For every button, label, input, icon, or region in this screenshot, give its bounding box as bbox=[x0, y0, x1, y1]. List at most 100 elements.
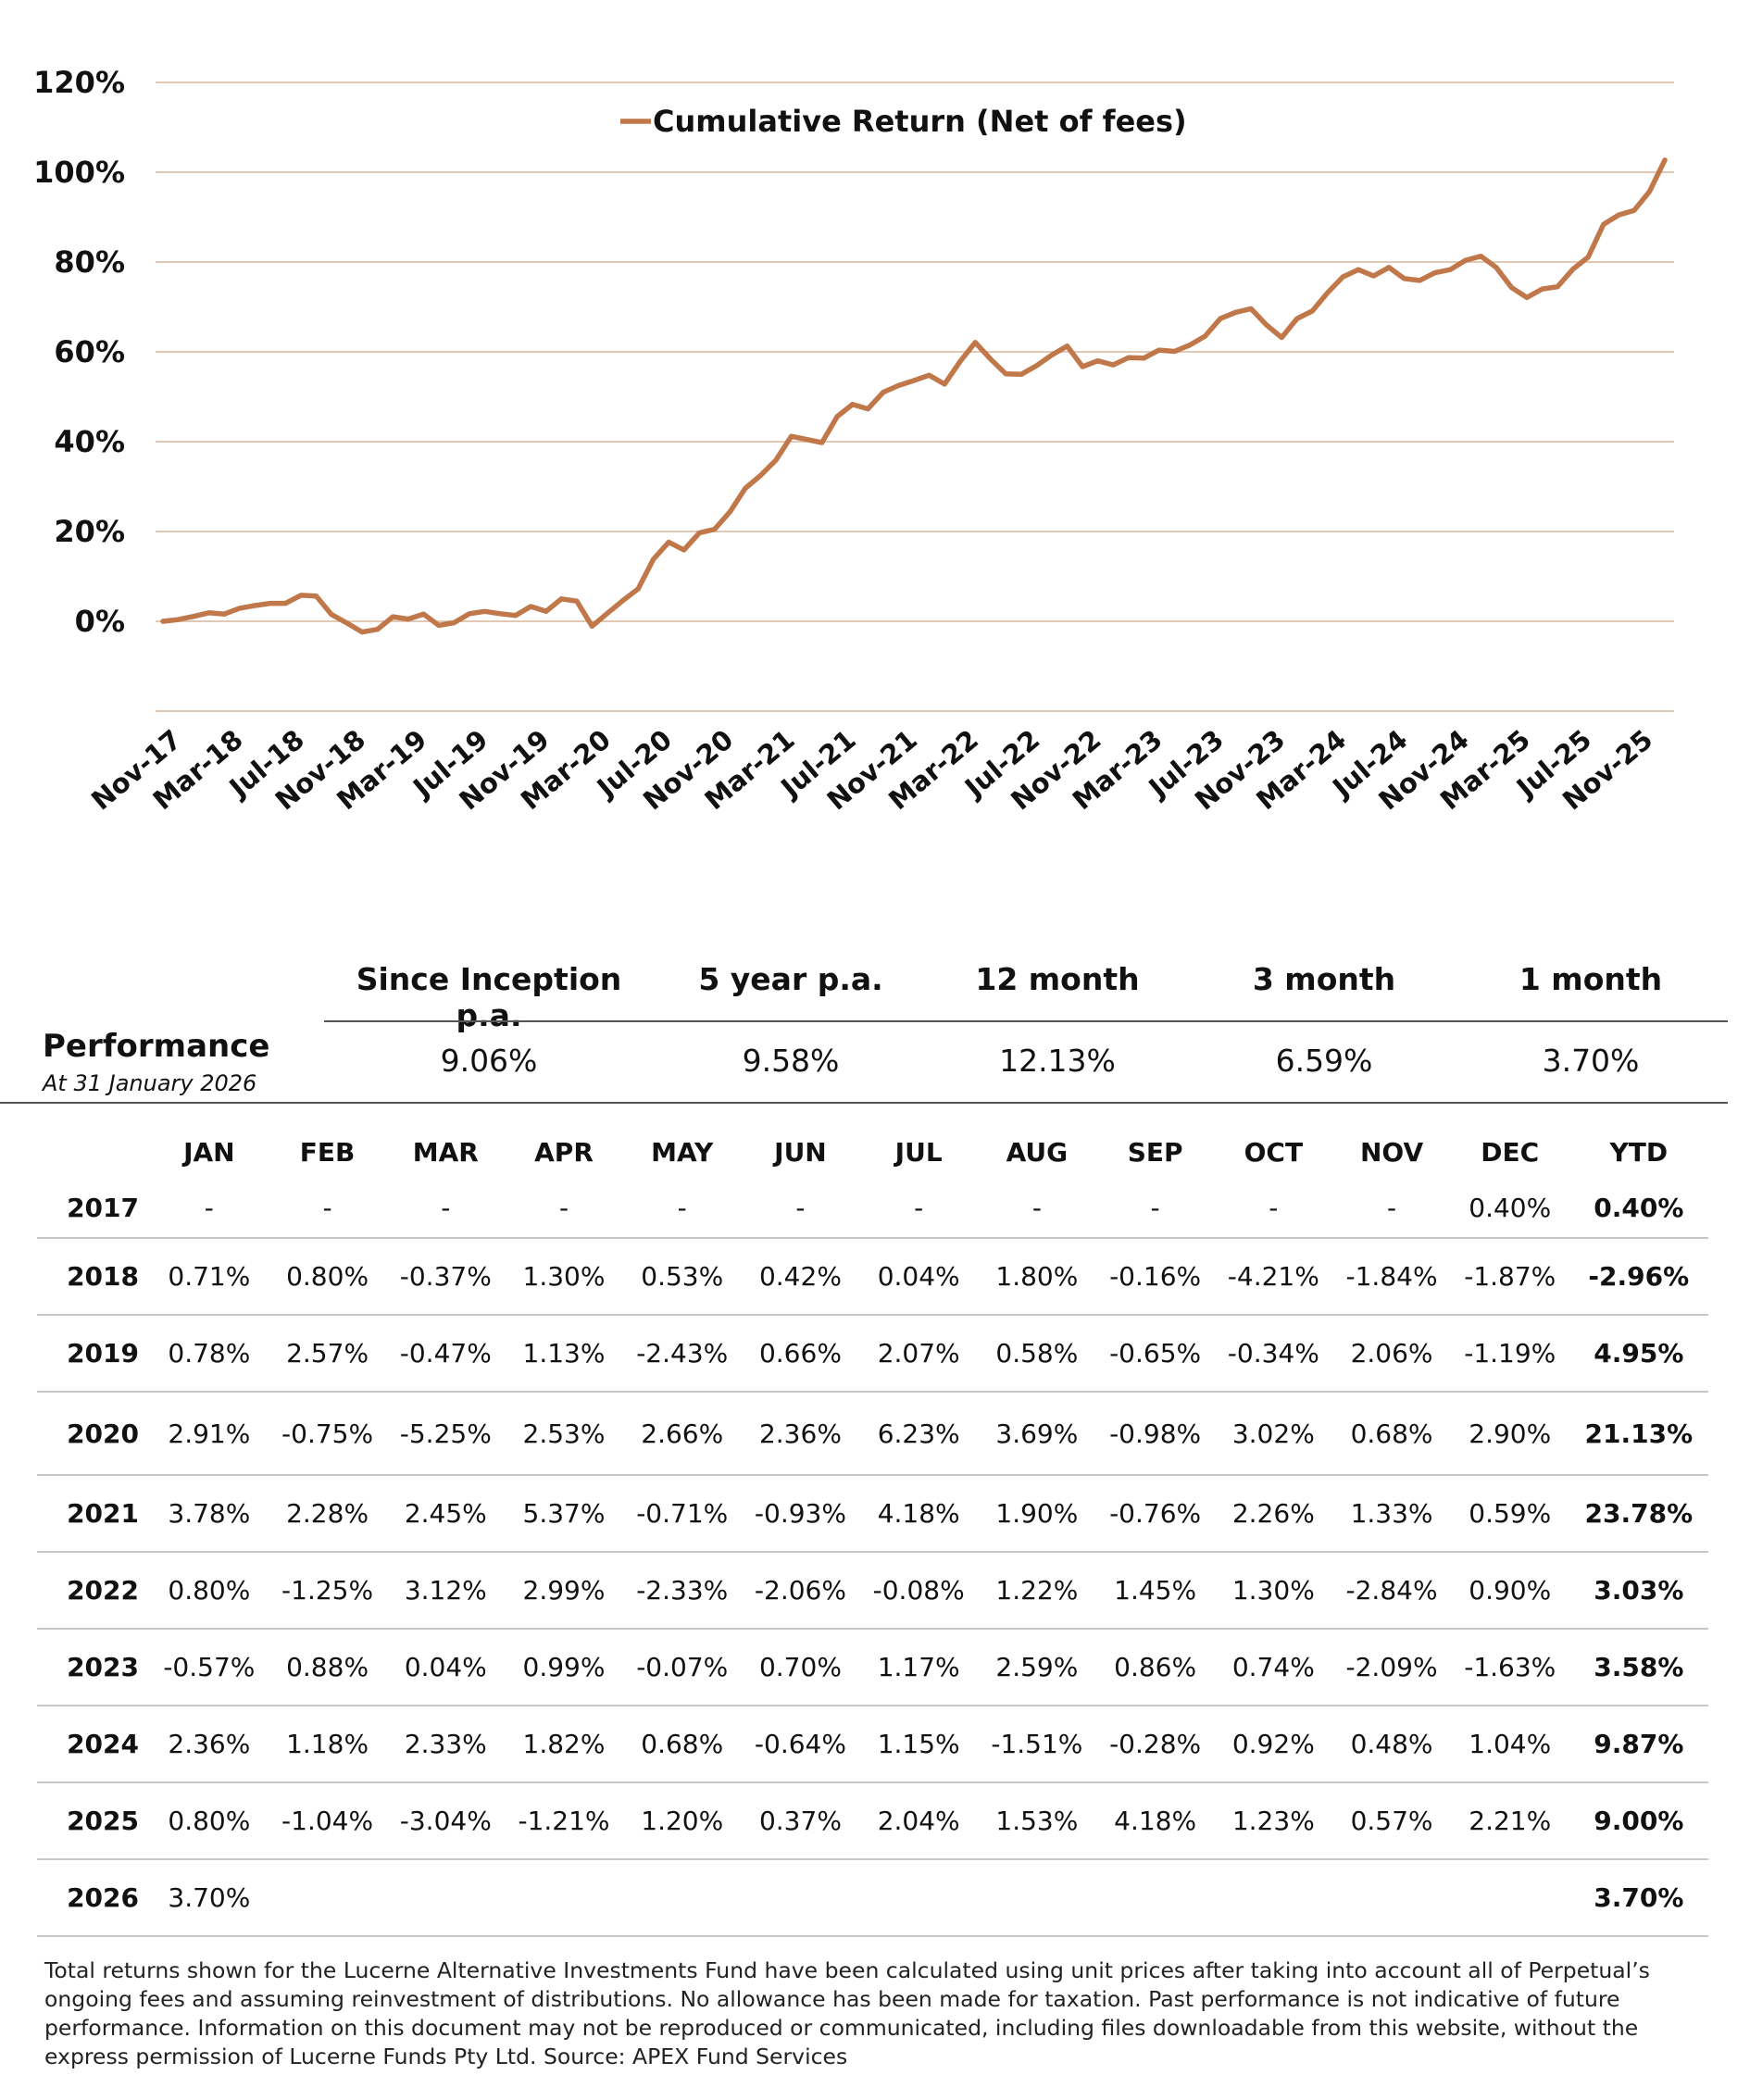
month-return-cell: -2.06% bbox=[741, 1552, 860, 1630]
month-return-cell: - bbox=[978, 1179, 1096, 1239]
year-cell: 2021 bbox=[37, 1475, 150, 1553]
month-return-cell: -1.87% bbox=[1450, 1238, 1569, 1316]
y-tick-label: 80% bbox=[54, 244, 125, 280]
month-return-cell: 1.33% bbox=[1332, 1475, 1451, 1553]
month-return-cell: 0.68% bbox=[1332, 1392, 1451, 1476]
month-return-cell: 0.37% bbox=[741, 1782, 860, 1860]
month-return-cell: -1.25% bbox=[268, 1552, 387, 1630]
month-return-cell: - bbox=[505, 1179, 623, 1239]
month-return-cell: -0.08% bbox=[859, 1552, 979, 1630]
performance-summary: Since Inception p.a. 5 year p.a. 12 mont… bbox=[0, 944, 1750, 1111]
month-header-sep: SEP bbox=[1127, 1136, 1183, 1168]
table-row: 2024 2.36% 1.18% 2.33% 1.82% 0.68% -0.64% 1.15%… bbox=[37, 1706, 1708, 1783]
month-return-cell: 4.18% bbox=[1095, 1782, 1215, 1860]
month-return-cell: 0.04% bbox=[859, 1238, 979, 1316]
month-return-cell bbox=[1332, 1859, 1451, 1937]
month-return-cell: -0.75% bbox=[268, 1392, 387, 1476]
table-row: 2025 0.80% -1.04% -3.04% -1.21% 1.20% 0.37% 2.0… bbox=[37, 1782, 1708, 1860]
month-return-cell: - bbox=[859, 1179, 979, 1239]
ytd-cell: 3.70% bbox=[1569, 1859, 1708, 1937]
month-return-cell: 2.53% bbox=[505, 1392, 623, 1476]
month-return-cell: 0.74% bbox=[1214, 1629, 1333, 1706]
performance-title: Performance bbox=[43, 1028, 270, 1065]
year-cell: 2020 bbox=[37, 1392, 150, 1476]
month-header-aug: AUG bbox=[1006, 1136, 1069, 1168]
month-return-cell: 3.78% bbox=[150, 1475, 269, 1553]
summary-header-5yr: 5 year p.a. bbox=[698, 961, 883, 997]
month-return-cell: 0.88% bbox=[268, 1629, 387, 1706]
month-return-cell: -1.19% bbox=[1450, 1315, 1569, 1393]
month-return-cell: 0.40% bbox=[1450, 1179, 1569, 1239]
month-return-cell: -4.21% bbox=[1214, 1238, 1333, 1316]
month-return-cell: - bbox=[622, 1179, 742, 1239]
month-return-cell: -0.07% bbox=[622, 1629, 742, 1706]
summary-value-3m: 6.59% bbox=[1275, 1043, 1373, 1079]
summary-value-inception: 9.06% bbox=[440, 1043, 538, 1079]
month-return-cell: 1.04% bbox=[1450, 1706, 1569, 1783]
month-return-cell: -0.93% bbox=[741, 1475, 860, 1553]
month-return-cell: 2.45% bbox=[386, 1475, 506, 1553]
month-return-cell: 0.99% bbox=[505, 1629, 623, 1706]
month-return-cell: 2.90% bbox=[1450, 1392, 1569, 1476]
ytd-cell: 4.95% bbox=[1569, 1315, 1708, 1393]
series-line-cumulative-return bbox=[160, 157, 1668, 635]
month-return-cell: -2.84% bbox=[1332, 1552, 1451, 1630]
month-return-cell: 0.42% bbox=[741, 1238, 860, 1316]
disclaimer-footnote: Total returns shown for the Lucerne Alte… bbox=[44, 1957, 1650, 2069]
month-return-cell: 0.59% bbox=[1450, 1475, 1569, 1553]
ytd-cell: 9.00% bbox=[1569, 1782, 1708, 1860]
month-return-cell: 1.18% bbox=[268, 1706, 387, 1783]
month-return-cell: 0.66% bbox=[741, 1315, 860, 1393]
month-return-cell: -0.16% bbox=[1095, 1238, 1215, 1316]
month-return-cell: 1.30% bbox=[1214, 1552, 1333, 1630]
year-cell: 2023 bbox=[37, 1629, 150, 1706]
ytd-cell: 0.40% bbox=[1569, 1179, 1708, 1239]
month-return-cell: 0.86% bbox=[1095, 1629, 1215, 1706]
summary-bottom-rule bbox=[0, 1102, 1728, 1104]
month-return-cell: 5.37% bbox=[505, 1475, 623, 1553]
month-return-cell bbox=[268, 1859, 387, 1937]
month-return-cell: 1.90% bbox=[978, 1475, 1096, 1553]
month-return-cell: 2.36% bbox=[741, 1392, 860, 1476]
month-return-cell: 3.69% bbox=[978, 1392, 1096, 1476]
month-return-cell bbox=[1095, 1859, 1215, 1937]
month-return-cell: - bbox=[268, 1179, 387, 1239]
table-row: 2021 3.78% 2.28% 2.45% 5.37% -0.71% -0.93% 4.18… bbox=[37, 1475, 1708, 1553]
month-return-cell: -0.37% bbox=[386, 1238, 506, 1316]
month-return-cell: 0.92% bbox=[1214, 1706, 1333, 1783]
y-tick-label: 60% bbox=[54, 334, 125, 369]
month-return-cell: 0.58% bbox=[978, 1315, 1096, 1393]
year-cell: 2022 bbox=[37, 1552, 150, 1630]
month-return-cell: 0.90% bbox=[1450, 1552, 1569, 1630]
summary-header-3m: 3 month bbox=[1252, 961, 1396, 997]
summary-header-12m: 12 month bbox=[975, 961, 1140, 997]
month-return-cell: 0.68% bbox=[622, 1706, 742, 1783]
month-return-cell: -1.84% bbox=[1332, 1238, 1451, 1316]
month-return-cell: -2.33% bbox=[622, 1552, 742, 1630]
month-return-cell: -0.28% bbox=[1095, 1706, 1215, 1783]
month-return-cell: 0.48% bbox=[1332, 1706, 1451, 1783]
ytd-cell: 3.03% bbox=[1569, 1552, 1708, 1630]
month-return-cell: 2.33% bbox=[386, 1706, 506, 1783]
month-return-cell: 0.78% bbox=[150, 1315, 269, 1393]
month-return-cell: 2.36% bbox=[150, 1706, 269, 1783]
month-return-cell: 0.53% bbox=[622, 1238, 742, 1316]
table-row: 2019 0.78% 2.57% -0.47% 1.13% -2.43% 0.66% 2.07… bbox=[37, 1315, 1708, 1393]
month-return-cell: 1.82% bbox=[505, 1706, 623, 1783]
month-return-cell: -1.63% bbox=[1450, 1629, 1569, 1706]
month-return-cell: - bbox=[1332, 1179, 1451, 1239]
month-return-cell bbox=[386, 1859, 506, 1937]
month-return-cell: 2.57% bbox=[268, 1315, 387, 1393]
y-tick-label: 100% bbox=[33, 155, 125, 190]
summary-value-12m: 12.13% bbox=[999, 1043, 1116, 1079]
month-return-cell: -1.51% bbox=[978, 1706, 1096, 1783]
summary-value-1m: 3.70% bbox=[1542, 1043, 1640, 1079]
month-return-cell: 3.70% bbox=[150, 1859, 269, 1937]
month-return-cell: 2.28% bbox=[268, 1475, 387, 1553]
month-return-cell: -3.04% bbox=[386, 1782, 506, 1860]
month-return-cell: -2.09% bbox=[1332, 1629, 1451, 1706]
table-row: 2017- - - - - - - - - - -0.40% 0.40% bbox=[37, 1179, 1708, 1239]
legend-label: Cumulative Return (Net of fees) bbox=[653, 104, 1187, 139]
summary-top-rule bbox=[324, 1020, 1728, 1022]
month-return-cell: -0.34% bbox=[1214, 1315, 1333, 1393]
